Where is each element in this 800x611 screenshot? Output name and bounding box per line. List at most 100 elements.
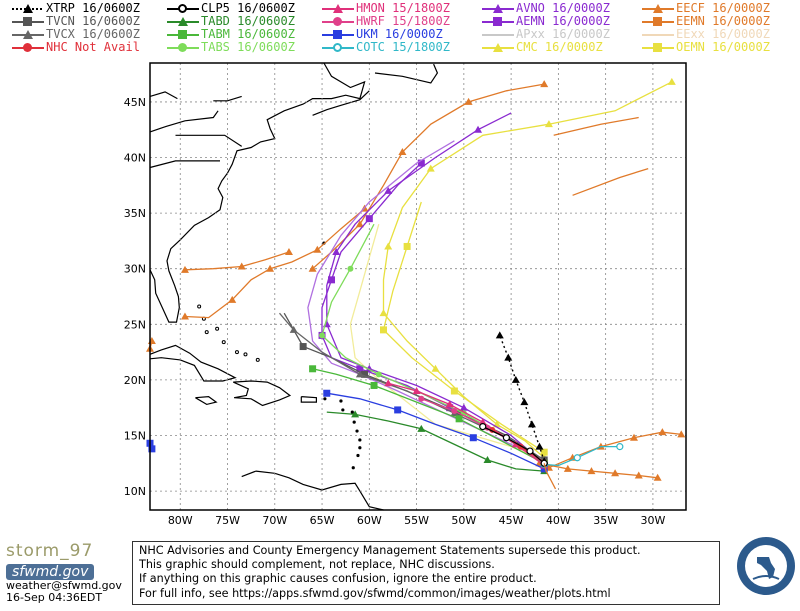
legend-item: COTC 15/1800Z xyxy=(320,41,450,54)
lon-label: 70W xyxy=(262,514,287,527)
track-marker xyxy=(375,371,382,378)
legend-label: CMC 16/0000Z xyxy=(516,40,603,54)
legend-symbol-icon xyxy=(165,42,201,53)
lat-label: 35N xyxy=(124,207,146,220)
legend-symbol-icon xyxy=(320,16,356,27)
track-marker xyxy=(474,125,483,133)
track-line xyxy=(326,392,545,470)
track-marker xyxy=(431,364,440,372)
track-marker xyxy=(446,404,454,412)
track-marker xyxy=(677,430,686,438)
track-marker xyxy=(309,365,317,373)
jamaica-coastline xyxy=(195,395,218,406)
track-marker xyxy=(653,473,662,481)
legend-symbol-icon xyxy=(10,29,46,40)
island xyxy=(197,304,202,309)
track-marker xyxy=(535,442,544,450)
legend-item: AVNO 16/0000Z xyxy=(480,2,610,15)
legend-symbol-icon xyxy=(640,3,676,14)
track-marker xyxy=(356,365,364,373)
cuba-coastline xyxy=(149,344,237,382)
island xyxy=(234,350,239,355)
track-marker xyxy=(611,469,620,477)
track-marker xyxy=(299,343,307,351)
track-line xyxy=(388,382,545,467)
disclaimer-line: This graphic should complement, not repl… xyxy=(139,558,495,572)
legend-label: EEMN 16/0000Z xyxy=(676,14,770,28)
track-marker xyxy=(379,326,387,334)
track-marker xyxy=(616,443,624,451)
track-marker xyxy=(308,264,317,272)
track-marker xyxy=(365,215,373,223)
legend-item: TABD 16/0600Z xyxy=(165,15,295,28)
water-district-seal-icon xyxy=(737,537,795,595)
track-marker xyxy=(355,370,364,378)
track-marker xyxy=(313,245,322,253)
track-marker xyxy=(384,379,393,387)
legend-label: TVCN 16/0600Z xyxy=(46,14,140,28)
legend-symbol-icon xyxy=(320,42,356,53)
track-marker xyxy=(634,471,643,479)
track-marker xyxy=(540,80,549,88)
state-border xyxy=(149,160,220,169)
legend-item: HMON 15/1800Z xyxy=(320,2,450,15)
legend-symbol-icon xyxy=(10,42,46,53)
track-marker xyxy=(504,353,513,361)
track-marker xyxy=(412,387,421,395)
coastline xyxy=(374,63,439,84)
lon-label: 55W xyxy=(404,514,429,527)
lon-label: 30W xyxy=(640,514,665,527)
legend-symbol-icon xyxy=(320,29,356,40)
legend-label: XTRP 16/0600Z xyxy=(46,1,140,15)
track-line xyxy=(312,83,545,270)
island xyxy=(341,408,345,412)
lon-label: 35W xyxy=(593,514,618,527)
legend-label: CLP5 16/0600Z xyxy=(201,1,295,15)
legend-item: TVCX 16/0600Z xyxy=(10,28,140,41)
track-marker xyxy=(384,242,393,250)
track-marker xyxy=(540,459,548,467)
disclaimer-box: NHC Advisories and County Emergency Mana… xyxy=(132,541,720,605)
legend-label: APxx 16/0000Z xyxy=(516,27,610,41)
state-border xyxy=(175,134,243,147)
legend-item: EEMN 16/0000Z xyxy=(640,15,770,28)
lon-label: 60W xyxy=(357,514,382,527)
legend-symbol-icon xyxy=(640,42,676,53)
axis-labels: 45N 40N 35N 30N 25N 20N 15N 10N 80W 75W 70W 65W 60W 5… xyxy=(124,96,666,527)
track-marker xyxy=(361,370,369,378)
track-marker xyxy=(495,331,504,339)
state-border xyxy=(213,95,242,102)
track-marker xyxy=(328,276,336,284)
track-marker xyxy=(464,97,473,105)
timestamp: 16-Sep 04:36EDT xyxy=(6,591,103,604)
lat-lon-grid xyxy=(150,63,686,510)
legend-label: TVCX 16/0600Z xyxy=(46,27,140,41)
lat-label: 40N xyxy=(124,152,146,165)
track-marker xyxy=(459,403,468,411)
legend-item: HWRF 15/1800Z xyxy=(320,15,450,28)
track-marker xyxy=(540,448,548,456)
legend-symbol-icon xyxy=(10,16,46,27)
track-marker xyxy=(370,381,378,389)
legend-label: HWRF 15/1800Z xyxy=(356,14,450,28)
legend-symbol-icon xyxy=(480,16,516,27)
track-marker xyxy=(667,77,676,85)
track-marker xyxy=(418,395,425,402)
lon-label: 80W xyxy=(168,514,193,527)
map-frame xyxy=(149,62,687,511)
track-line xyxy=(543,463,557,490)
track-marker xyxy=(483,455,492,463)
track-marker xyxy=(417,159,425,167)
track-marker xyxy=(573,454,581,462)
island xyxy=(358,446,362,450)
island xyxy=(204,330,209,335)
legend-item: CMC 16/0000Z xyxy=(480,41,603,54)
track-marker xyxy=(147,336,156,344)
track-line xyxy=(572,167,649,196)
island xyxy=(339,399,343,403)
legend-symbol-icon xyxy=(165,29,201,40)
legend-item: UKM 16/0000Z xyxy=(320,28,443,41)
track-line xyxy=(382,201,545,453)
